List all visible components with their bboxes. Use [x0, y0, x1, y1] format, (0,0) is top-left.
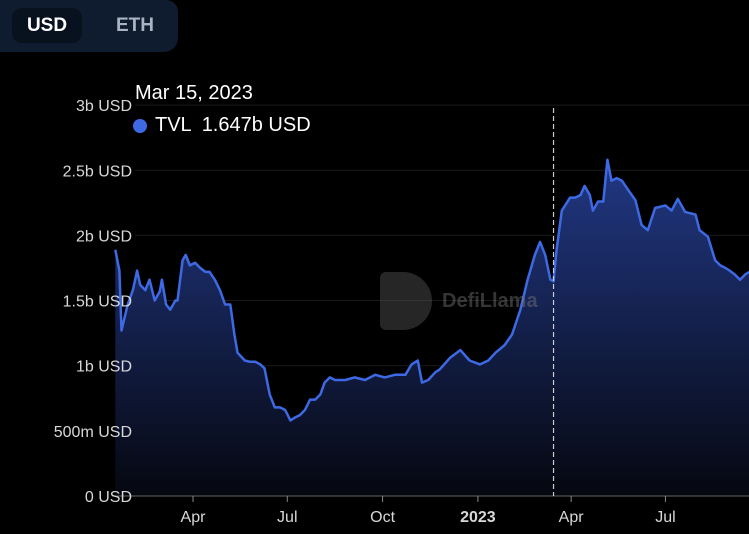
x-tick-label: Jul [655, 509, 675, 526]
tooltip-row: TVL 1.647b USD [133, 114, 311, 137]
llama-logo-icon [380, 272, 432, 330]
x-tick-label: Oct [370, 509, 395, 526]
x-tick-label: 2023 [460, 509, 496, 526]
tooltip-value: 1.647b USD [201, 114, 311, 136]
tooltip-series: TVL [155, 114, 192, 136]
defillama-watermark: DefiLlama [380, 272, 538, 330]
y-tick-label: 1.5b USD [63, 294, 132, 311]
y-tick-label: 1b USD [76, 359, 132, 376]
series-dot-icon [133, 118, 147, 133]
tvl-line [114, 158, 749, 422]
tvl-area [115, 159, 749, 496]
x-tick-label: Jul [277, 509, 297, 526]
y-tick-label: 3b USD [76, 98, 132, 115]
y-tick-label: 500m USD [54, 424, 132, 441]
tooltip-date: Mar 15, 2023 [135, 82, 253, 104]
usd-button[interactable]: USD [12, 8, 82, 43]
watermark-text: DefiLlama [442, 289, 538, 312]
y-tick-label: 2b USD [76, 228, 132, 245]
x-tick-label: Apr [559, 509, 585, 526]
y-tick-label: 0 USD [85, 489, 132, 506]
eth-button[interactable]: ETH [116, 15, 154, 36]
x-tick-label: Apr [181, 509, 207, 526]
y-tick-label: 2.5b USD [63, 163, 132, 180]
currency-toggle: USD ETH [0, 0, 178, 52]
